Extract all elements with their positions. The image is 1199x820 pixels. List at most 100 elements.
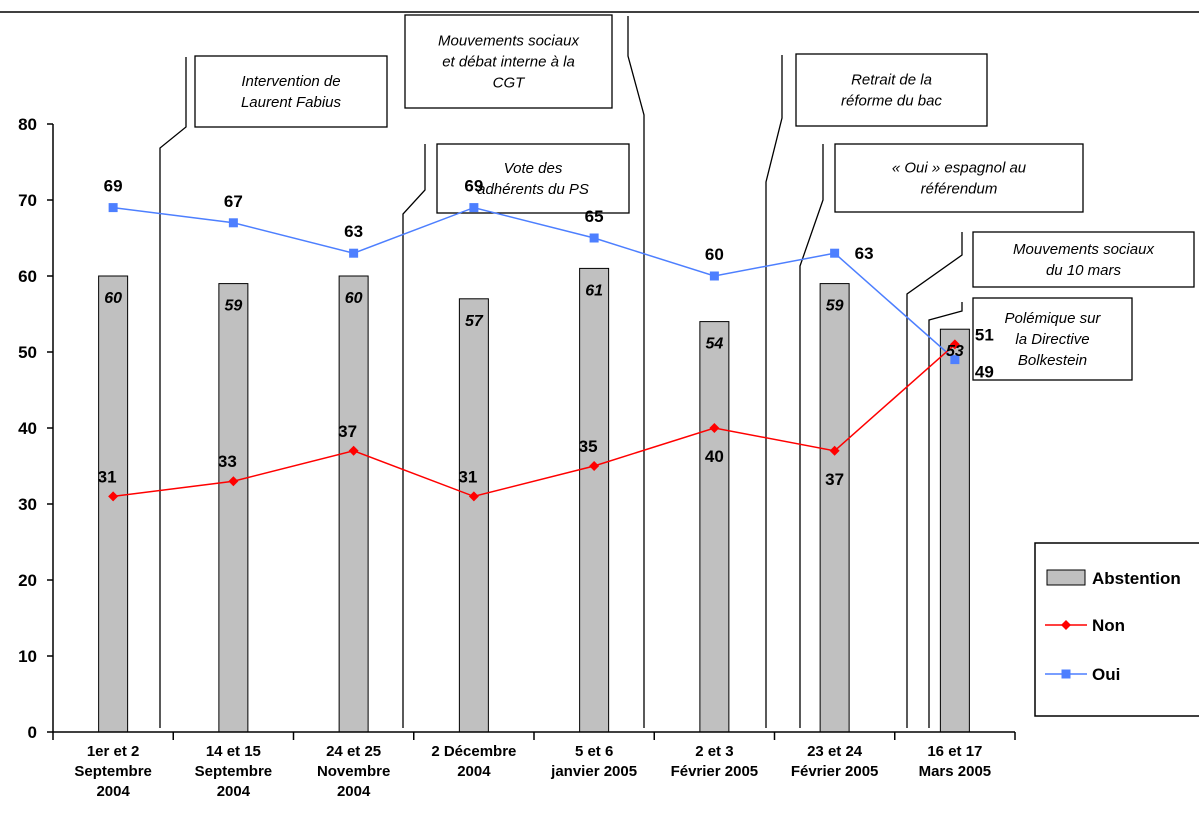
annotation-text-line: Vote des (504, 160, 563, 177)
legend-marker (1061, 669, 1071, 679)
point-oui (469, 203, 479, 213)
x-tick-label-line: 2004 (457, 763, 491, 780)
x-tick-label-line: Septembre (74, 763, 152, 780)
data-label-non: 37 (338, 422, 357, 441)
x-tick-label-line: Mars 2005 (919, 763, 992, 780)
bars-layer (98, 267, 970, 733)
data-label-abstention: 59 (826, 298, 844, 315)
annotation-box (834, 143, 1084, 213)
point-non (228, 476, 239, 487)
x-tick-label: 1er et 2 Septembre 2004 (74, 743, 152, 800)
y-tick-label: 0 (28, 723, 37, 742)
annotation-text-line: référendum (921, 181, 998, 198)
legend-non: Non (1092, 616, 1125, 635)
annotation-text: Retrait de la réforme du bac (841, 72, 942, 110)
legend-oui: Oui (1092, 665, 1120, 684)
annotation-text-line: Retrait de la (851, 72, 932, 89)
y-tick-label: 70 (18, 191, 37, 210)
annotation-leader-line (928, 302, 963, 728)
bar-abstention (939, 328, 970, 733)
y-tick-label: 10 (18, 647, 37, 666)
data-label-abstention: 61 (585, 282, 603, 299)
annotation-box (436, 143, 630, 214)
legend-swatch (1046, 569, 1086, 586)
data-label-oui: 60 (705, 245, 724, 264)
point-oui (709, 271, 719, 281)
point-oui (830, 248, 840, 258)
x-tick-label-line: 2 et 3 (695, 743, 733, 760)
y-tick-label: 30 (18, 495, 37, 514)
annotation-leader-line (627, 16, 645, 728)
x-tick-label-line: janvier 2005 (550, 763, 637, 780)
data-label-oui: 63 (855, 244, 874, 263)
data-label-abstention: 60 (104, 290, 122, 307)
data-label-non: 40 (705, 447, 724, 466)
annotation-text: Polémique sur la Directive Bolkestein (1005, 310, 1102, 369)
x-tick-label-line: Février 2005 (791, 763, 879, 780)
annotation-leader-line (402, 144, 426, 728)
annotation-text-line: adhérents du PS (477, 181, 589, 198)
annotation-text: « Oui » espagnol au référendum (892, 160, 1027, 198)
x-tick-label-line: 23 et 24 (807, 743, 863, 760)
x-tick-label: 2 Décembre 2004 (431, 743, 516, 780)
data-label-abstention: 59 (224, 298, 242, 315)
data-label-oui: 65 (585, 207, 604, 226)
point-non (108, 491, 119, 502)
x-tick-label-line: 1er et 2 (87, 743, 140, 760)
x-tick-label-line: 2 Décembre (431, 743, 516, 760)
x-tick-label: 24 et 25 Novembre 2004 (317, 743, 390, 800)
data-label-non: 51 (975, 325, 994, 344)
data-label-abstention: 60 (345, 290, 363, 307)
annotation-leader-line (159, 57, 187, 728)
annotation-text-line: réforme du bac (841, 93, 942, 110)
annotation-text-line: CGT (493, 75, 527, 92)
point-non (709, 423, 720, 433)
annotation-leader-line (765, 55, 783, 728)
x-tick-label-line: Septembre (195, 763, 273, 780)
y-tick-label: 40 (18, 419, 37, 438)
point-oui (950, 355, 960, 365)
data-label-non: 33 (218, 452, 237, 471)
data-label-abstention: 57 (465, 313, 484, 330)
x-tick-label-line: 16 et 17 (927, 743, 982, 760)
data-label-abstention: 54 (705, 336, 723, 353)
data-label-oui: 69 (104, 177, 123, 196)
data-label-oui: 67 (224, 192, 243, 211)
legend-abstention: Abstention (1092, 569, 1181, 588)
annotation-leader-line (906, 232, 963, 728)
annotation-text: Mouvements sociaux et débat interne à la C… (438, 33, 579, 92)
x-tick-label: 16 et 17 Mars 2005 (919, 743, 992, 780)
x-tick-label-line: 2004 (217, 783, 251, 800)
y-tick-label: 20 (18, 571, 37, 590)
x-tick-label: 14 et 15 Septembre 2004 (195, 743, 273, 800)
annotation-box (972, 231, 1195, 288)
point-non (468, 491, 479, 502)
data-label-abstention: 53 (946, 343, 964, 360)
annotation-text: Vote des adhérents du PS (477, 160, 589, 198)
y-tick-label: 80 (18, 115, 37, 134)
point-non (589, 461, 600, 471)
x-tick-label-line: Février 2005 (671, 763, 759, 780)
bar-abstention (579, 267, 610, 733)
x-tick-label: 23 et 24 Février 2005 (791, 743, 879, 780)
bar-abstention (458, 298, 489, 733)
data-label-oui: 63 (344, 222, 363, 241)
data-label-non: 37 (825, 470, 844, 489)
data-label-non: 31 (458, 467, 477, 486)
y-tick-label: 60 (18, 267, 37, 286)
point-oui (349, 248, 359, 258)
point-oui (589, 233, 599, 243)
x-tick-label-line: Novembre (317, 763, 390, 780)
data-label-non: 31 (98, 467, 117, 486)
line-non (113, 343, 956, 498)
annotation-text-line: Laurent Fabius (241, 94, 342, 111)
x-tick-label-line: 24 et 25 (326, 743, 381, 760)
annotation-text-line: « Oui » espagnol au (892, 160, 1027, 177)
x-tick-label-line: 5 et 6 (575, 743, 613, 760)
annotations-layer: Intervention de Laurent Fabius Mouvements … (159, 14, 1195, 728)
annotation-text-line: la Directive (1015, 331, 1089, 348)
lines-layer (108, 203, 960, 502)
point-non (348, 445, 359, 456)
